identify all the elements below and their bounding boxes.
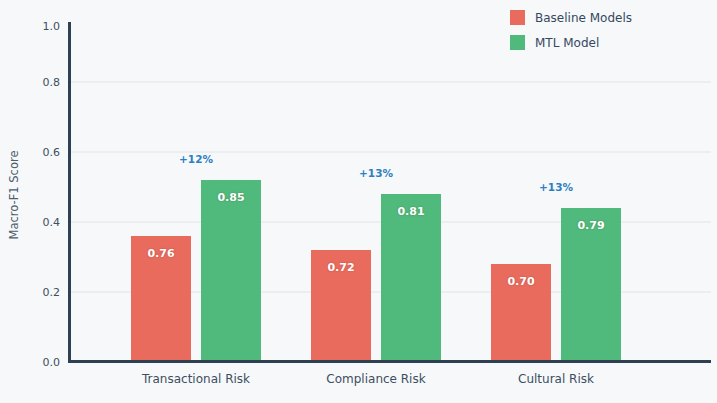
improvement-annotation: +12%	[179, 153, 213, 165]
bar-value-label: 0.79	[561, 219, 621, 232]
bar-value-label: 0.76	[131, 247, 191, 260]
mtl-bar: 0.81	[381, 194, 441, 362]
y-tick-label: 0.4	[43, 216, 61, 229]
y-tick-label: 0.2	[43, 286, 61, 299]
x-tick-label: Transactional Risk	[142, 372, 250, 386]
legend: Baseline Models MTL Model	[510, 10, 632, 50]
bar-value-label: 0.85	[201, 191, 261, 204]
bar-group: 0.72 0.81 +13%	[311, 12, 441, 362]
mtl-color-swatch	[510, 35, 525, 50]
plot-area: 0.00.20.40.60.81.00.760.85+12%0.720.81+1…	[71, 12, 711, 362]
bar-chart-figure: Macro-F1 Score 0.0 0.2 0.4 0.6 0.8 1.0 0.76 0.8…	[0, 0, 717, 403]
legend-label: MTL Model	[535, 36, 599, 50]
legend-item-baseline: Baseline Models	[510, 10, 632, 25]
y-tick-label: 0.8	[43, 76, 61, 89]
y-tick-label: 0.0	[43, 356, 61, 369]
baseline-color-swatch	[510, 10, 525, 25]
y-tick-label: 1.0	[43, 20, 61, 33]
legend-label: Baseline Models	[535, 11, 632, 25]
bar-group: 0.70 0.79 +13%	[491, 12, 621, 362]
legend-item-mtl: MTL Model	[510, 35, 632, 50]
improvement-annotation: +13%	[359, 167, 393, 179]
y-tick-label: 0.6	[43, 146, 61, 159]
x-tick-label: Compliance Risk	[326, 372, 425, 386]
bar-value-label: 0.72	[311, 261, 371, 274]
x-tick-label: Cultural Risk	[518, 372, 594, 386]
y-axis-title: Macro-F1 Score	[7, 151, 21, 240]
baseline-bar: 0.70	[491, 264, 551, 362]
bar-value-label: 0.70	[491, 275, 551, 288]
mtl-bar: 0.85	[201, 180, 261, 362]
bar-value-label: 0.81	[381, 205, 441, 218]
y-axis-line	[68, 22, 71, 363]
baseline-bar: 0.76	[131, 236, 191, 362]
bar-group: 0.76 0.85 +12%	[131, 12, 261, 362]
x-axis-line	[68, 360, 711, 363]
baseline-bar: 0.72	[311, 250, 371, 362]
mtl-bar: 0.79	[561, 208, 621, 362]
improvement-annotation: +13%	[539, 181, 573, 193]
